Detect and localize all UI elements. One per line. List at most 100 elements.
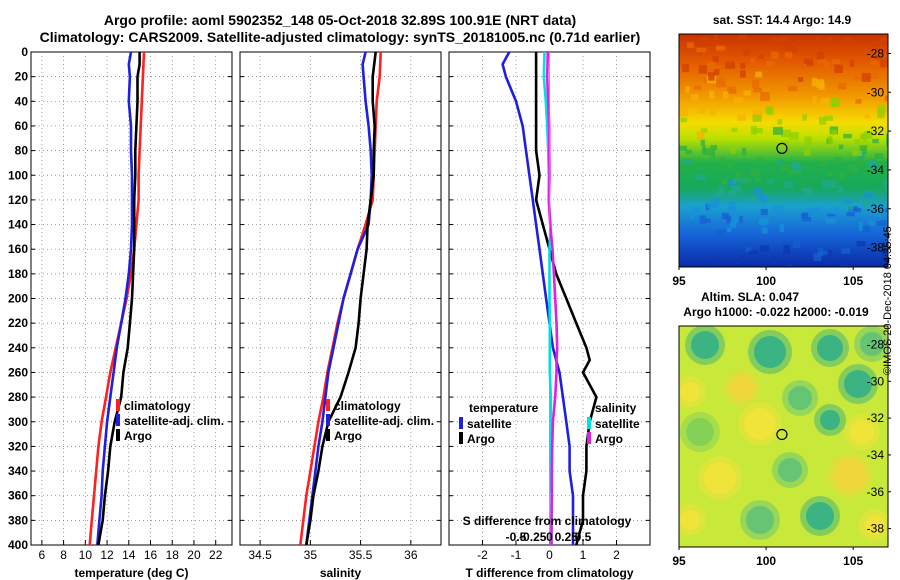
sst-pixel	[712, 65, 721, 70]
sla-anomaly	[744, 408, 776, 440]
salinity-legend-swatch	[326, 414, 330, 426]
copyright-stamp: ©IMOS 20-Dec-2018 04:35:45	[882, 226, 894, 375]
sst-pixel	[685, 85, 690, 93]
sst-pixel	[837, 82, 847, 90]
sst-pixel	[757, 196, 764, 201]
sst-pixel	[710, 145, 718, 150]
sst-pixel	[709, 110, 716, 116]
map-sst_map: 95 100 105 -28 -30 -32 -34 -36 -38	[672, 33, 891, 288]
difference-x2tick-label: 0.25	[555, 530, 579, 544]
difference-xtick-label: 0	[546, 548, 553, 562]
sst-pixel	[863, 143, 872, 150]
sst-pixel	[781, 164, 787, 171]
sst-pixel	[804, 149, 811, 156]
sla-anomaly	[704, 462, 736, 494]
sst-pixel	[779, 224, 785, 233]
sst-pixel	[700, 128, 708, 133]
sst-pixel	[818, 82, 825, 90]
temperature-legend-label: satellite-adj. clim.	[124, 414, 224, 428]
sst-pixel	[820, 250, 829, 255]
temperature-legend-swatch	[116, 414, 120, 426]
sst-pixel	[725, 215, 732, 224]
sla-anomaly	[844, 370, 872, 398]
depth-tick-label: 100	[8, 168, 28, 182]
sst-pixel	[792, 162, 802, 172]
sst-pixel	[740, 62, 746, 69]
sst-pixel	[683, 159, 693, 164]
temperature-xtick-label: 14	[122, 548, 136, 562]
sst-pixel	[771, 256, 779, 264]
sla_map-xtick-label: 105	[843, 554, 863, 568]
sst-pixel	[804, 58, 813, 64]
sst-pixel	[880, 58, 888, 68]
sst-pixel	[743, 177, 752, 184]
sla-anomaly	[806, 502, 834, 530]
sst_map-ytick-label: -28	[867, 46, 885, 60]
difference-x2tick-label: -0.25	[519, 530, 547, 544]
sla_map-ytick-label: -38	[867, 522, 885, 536]
sst-pixel	[886, 187, 888, 193]
depth-tick-label: 120	[8, 193, 28, 207]
depth-tick-label: 200	[8, 292, 28, 306]
sst-pixel	[844, 198, 852, 204]
temperature-xtick-label: 18	[166, 548, 180, 562]
difference-series-t-satellite	[501, 51, 575, 545]
sst_map-ytick-label: -30	[867, 85, 885, 99]
sst-pixel	[698, 65, 708, 74]
sst-pixel	[877, 104, 886, 113]
sst-pixel	[688, 212, 695, 220]
sst-pixel	[853, 76, 863, 81]
sst-pixel	[756, 157, 764, 163]
sst-pixel	[831, 59, 841, 64]
depth-tick-label: 40	[15, 94, 29, 108]
sst-pixel	[855, 99, 862, 104]
sst-pixel	[854, 139, 860, 145]
panel-difference: -2 -1 0 1 2 T difference from climatology S di…	[448, 51, 651, 580]
sla_map-field	[679, 326, 888, 547]
sst-pixel	[874, 153, 884, 159]
sst-pixel	[693, 85, 701, 90]
sst-pixel	[772, 126, 783, 135]
sst-pixel	[682, 64, 690, 73]
sst_map-xtick-label: 100	[756, 274, 776, 288]
temperature-legend-label: satellite	[467, 417, 512, 431]
sst-pixel	[777, 158, 783, 167]
sst-pixel	[818, 116, 827, 125]
salinity-legend-label: satellite	[595, 417, 640, 431]
sst-pixel	[861, 72, 871, 82]
sst-pixel	[708, 209, 713, 215]
temperature-xtick-label: 6	[39, 548, 46, 562]
sst-pixel	[837, 186, 843, 193]
sst-pixel	[731, 185, 741, 192]
salinity-xtick-label: 34.5	[248, 548, 272, 562]
sst-pixel	[731, 216, 740, 223]
sst-pixel	[828, 180, 837, 189]
sst-pixel	[844, 37, 852, 46]
sst-pixel	[696, 131, 705, 140]
sst-pixel	[861, 132, 871, 139]
sst-pixel	[827, 258, 834, 264]
sst-pixel	[699, 215, 707, 224]
sst-pixel	[880, 35, 888, 42]
sla-anomaly	[686, 418, 714, 446]
sst-pixel	[794, 39, 802, 45]
sst-pixel	[806, 61, 814, 67]
difference-xlabel: T difference from climatology	[465, 566, 633, 580]
sst-pixel	[788, 169, 795, 175]
sst_map-ytick-label: -34	[867, 163, 885, 177]
sst-pixel	[828, 135, 833, 144]
sst-pixel	[758, 55, 764, 60]
sst-pixel	[713, 68, 720, 76]
temperature-legend-swatch	[459, 417, 463, 429]
depth-tick-label: 80	[15, 144, 29, 158]
temperature-legend-label: Argo	[467, 432, 495, 446]
sst-pixel	[787, 86, 798, 92]
depth-tick-label: 380	[8, 513, 28, 527]
salinity-legend-swatch	[326, 429, 330, 441]
depth-tick-label: 340	[8, 464, 28, 478]
sst-pixel	[739, 178, 747, 184]
sst-pixel	[856, 241, 866, 247]
sst-pixel	[767, 179, 774, 184]
sst-pixel	[745, 247, 752, 253]
